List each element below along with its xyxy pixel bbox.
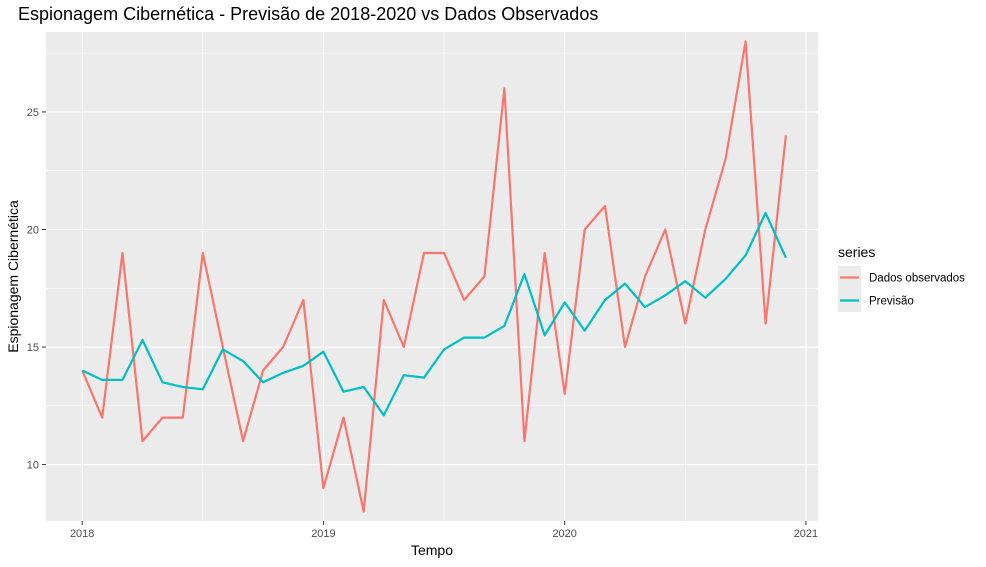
x-axis-title: Tempo [411, 542, 453, 558]
y-tick-label: 25 [27, 107, 39, 119]
legend: series Dados observados Previsão [838, 244, 965, 312]
y-axis-title: Espionagem Cibernética [5, 200, 21, 353]
x-tick-label: 2021 [794, 528, 818, 540]
y-tick-label: 20 [27, 224, 39, 236]
legend-label-previsao: Previsão [869, 296, 914, 308]
legend-label-dados-observados: Dados observados [869, 273, 965, 285]
grid-minor [46, 32, 818, 521]
x-tick-label: 2020 [552, 528, 576, 540]
series-line-previsao [81, 211, 787, 417]
grid-major [46, 32, 818, 521]
x-tick-label: 2018 [70, 528, 94, 540]
x-tick-label: 2019 [311, 528, 335, 540]
series-lines [81, 40, 787, 513]
x-axis: 2018 2019 2020 2021 [70, 521, 818, 540]
legend-title: series [838, 244, 875, 260]
chart-title: Espionagem Cibernética - Previsão de 201… [18, 4, 598, 24]
y-tick-label: 10 [27, 460, 39, 472]
y-axis: 10 15 20 25 [27, 107, 46, 472]
plot-panel [46, 32, 818, 521]
series-line-dados-observados [81, 40, 787, 513]
y-tick-label: 15 [27, 342, 39, 354]
